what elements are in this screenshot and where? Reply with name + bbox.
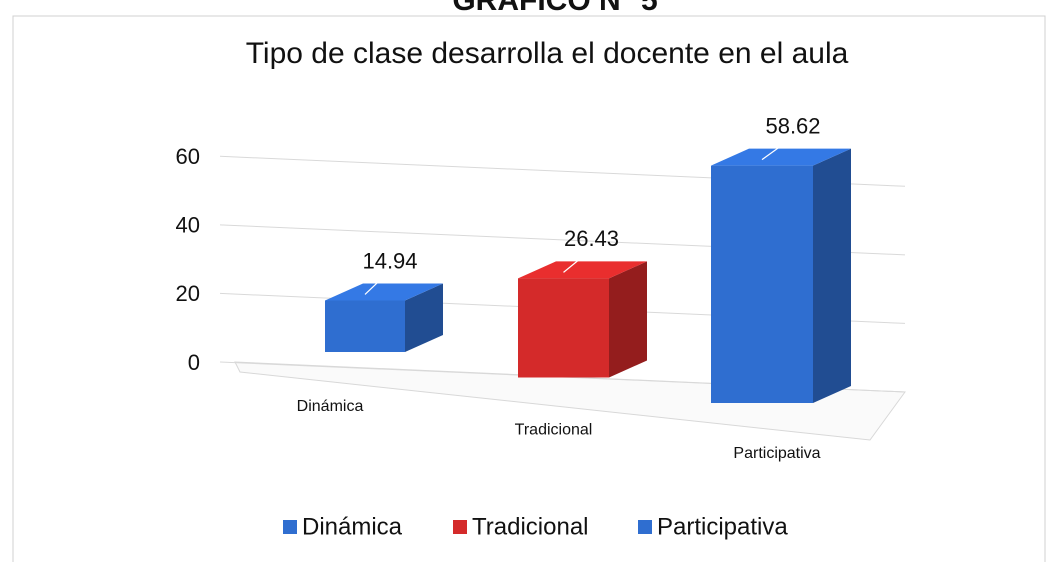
x-tick-label: Dinámica (297, 398, 364, 415)
x-tick-label: Participativa (733, 445, 820, 462)
legend-label: Tradicional (472, 513, 589, 540)
bar-front (518, 278, 609, 378)
bar-front (711, 165, 813, 403)
legend-swatch (638, 520, 652, 534)
x-tick-label: Tradicional (515, 422, 593, 439)
data-label: 26.43 (564, 226, 619, 251)
bar (518, 261, 647, 378)
legend-swatch (283, 520, 297, 534)
bar-side (405, 283, 443, 352)
legend-label: Dinámica (302, 513, 403, 540)
leader-line (563, 253, 586, 273)
bar-top (711, 148, 851, 166)
leader-line (364, 276, 385, 295)
bar-front (325, 300, 405, 352)
bar-side (609, 261, 647, 378)
data-label: 58.62 (765, 113, 820, 138)
leader-line (761, 141, 788, 161)
legend-swatch (453, 520, 467, 534)
y-tick-label: 40 (176, 213, 200, 238)
legend-label: Participativa (657, 513, 788, 540)
chart-title: Tipo de clase desarrolla el docente en e… (246, 37, 849, 70)
page-header: GRÁFICO N° 5 (452, 0, 657, 17)
bar-side (813, 148, 851, 403)
bar (711, 148, 851, 403)
bar-top (325, 283, 443, 301)
bar (325, 283, 443, 352)
data-label: 14.94 (362, 248, 417, 273)
bar-top (518, 261, 647, 279)
y-tick-label: 20 (176, 281, 200, 306)
y-tick-label: 60 (176, 144, 200, 169)
y-tick-label: 0 (188, 350, 200, 375)
